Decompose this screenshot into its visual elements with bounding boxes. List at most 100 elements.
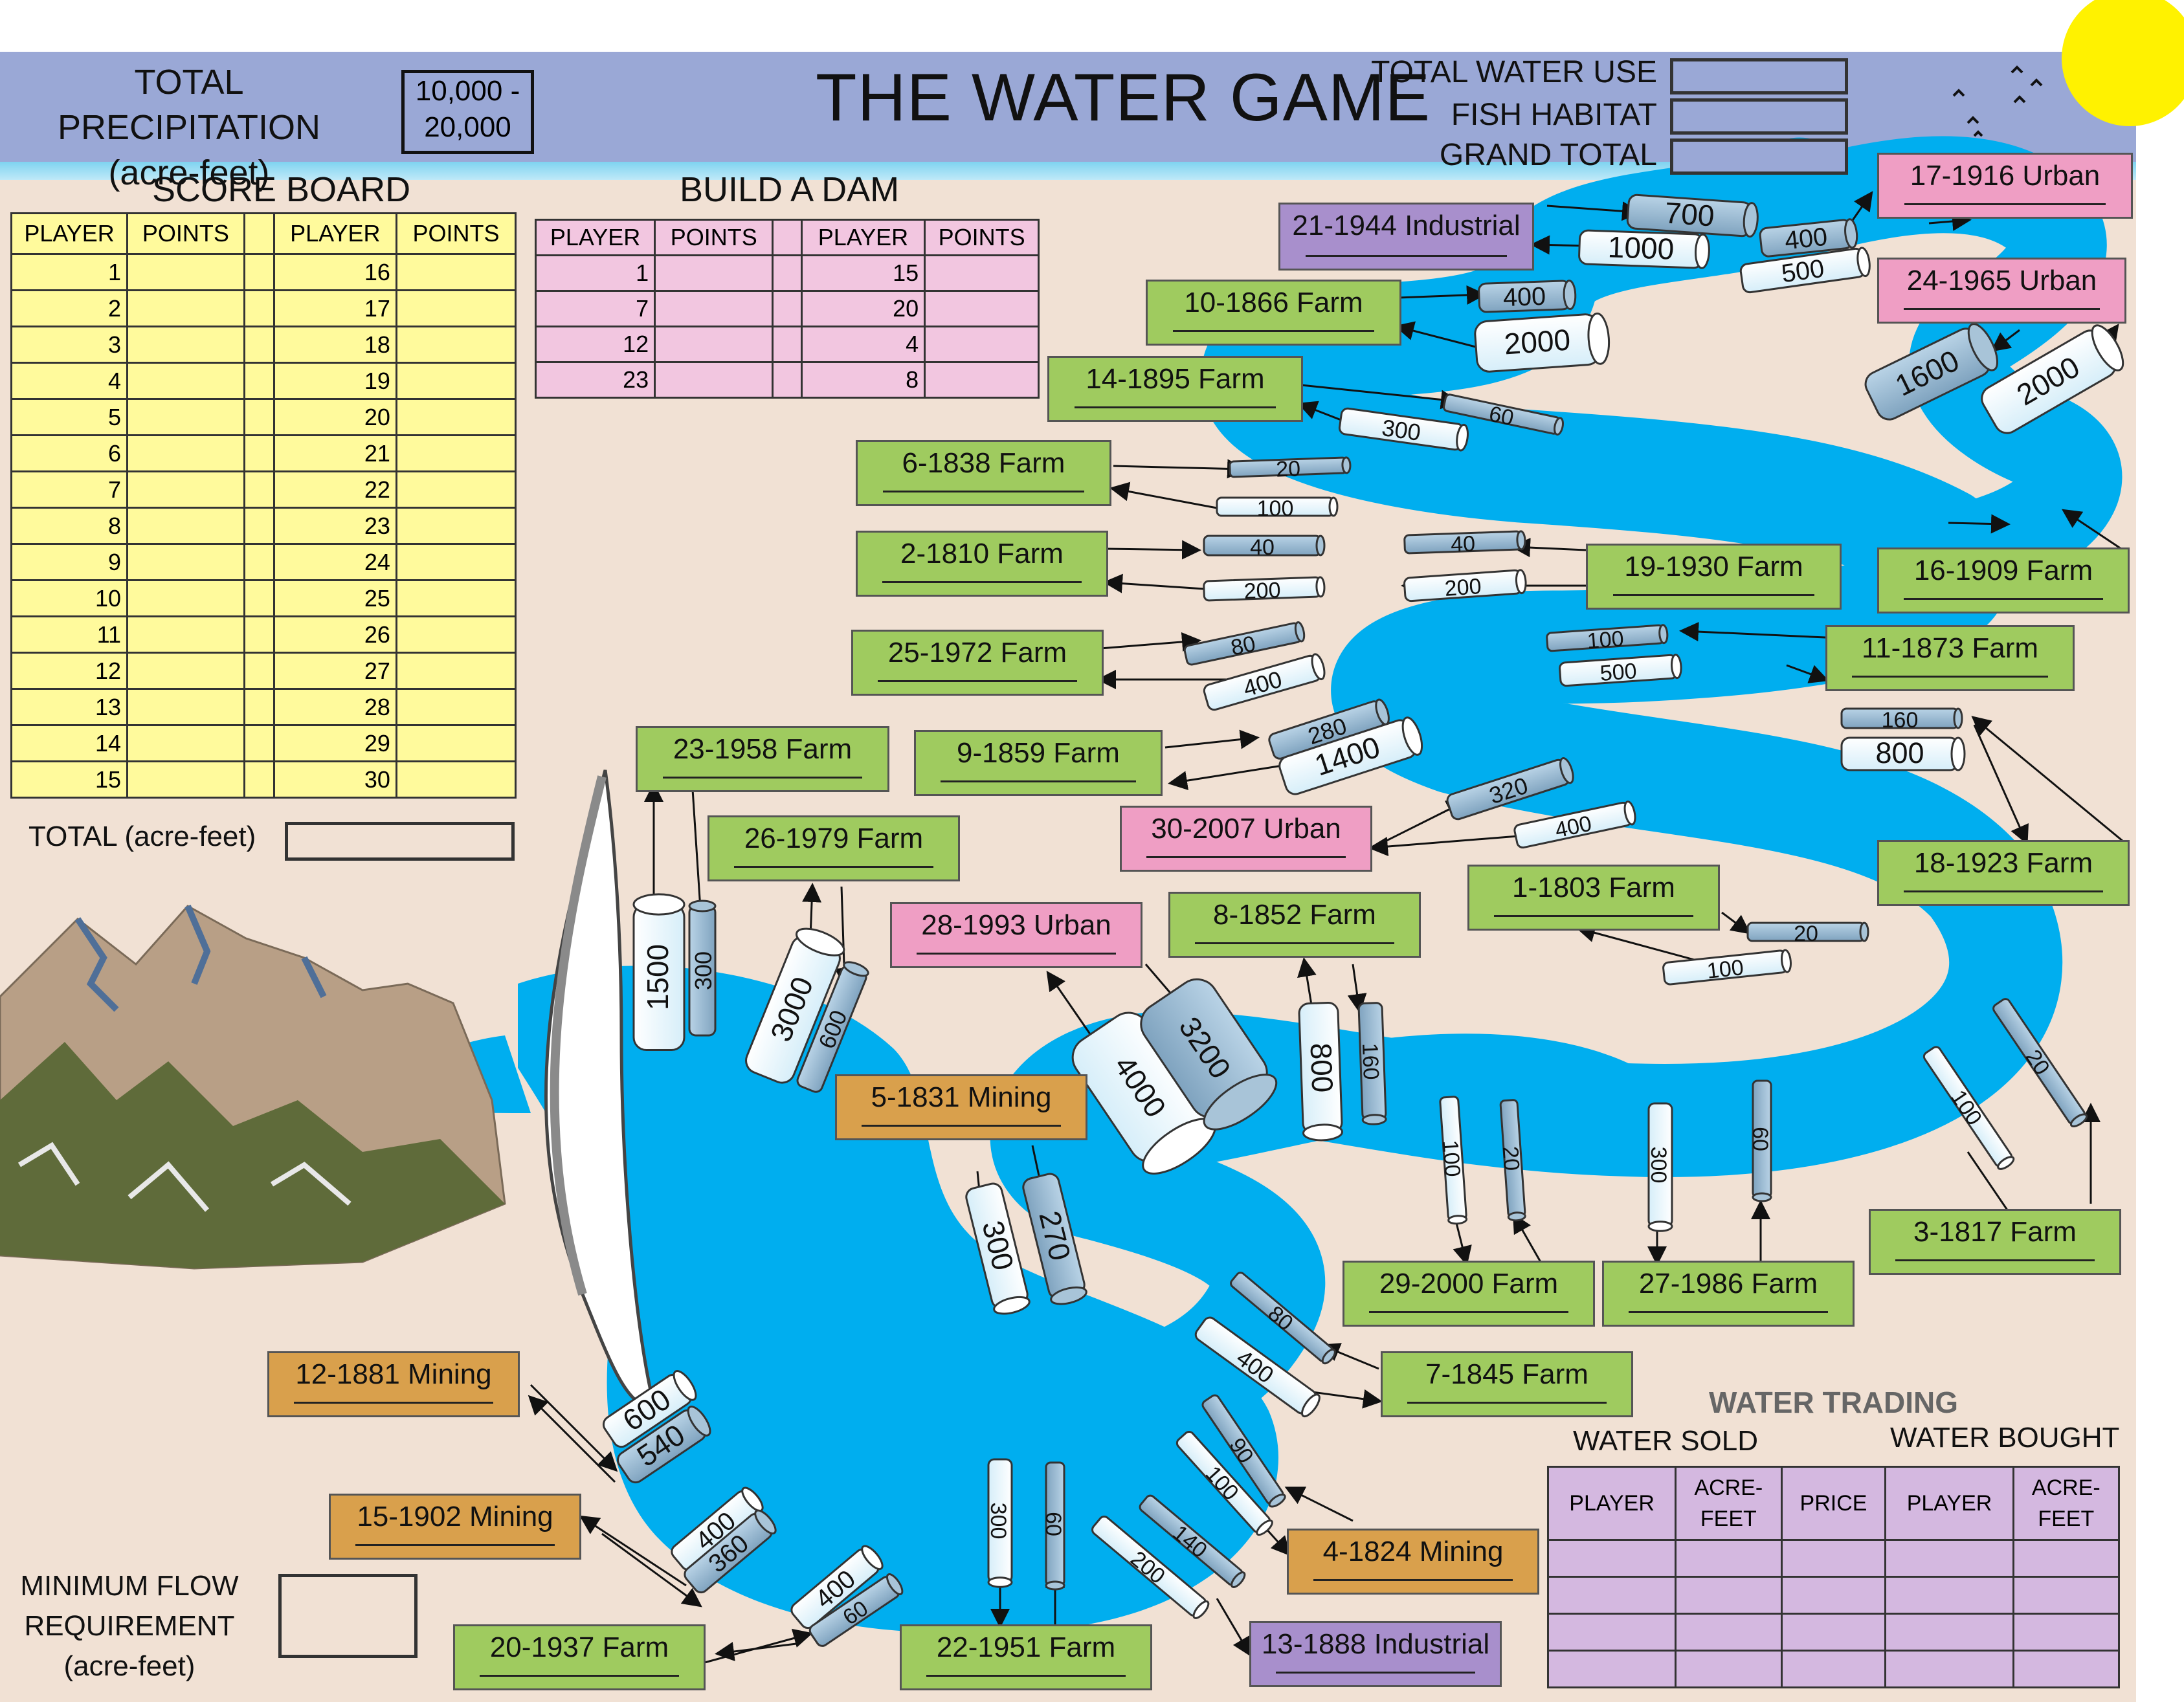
water-right-card[interactable]: 16-1909 Farm <box>1877 547 2130 613</box>
points-cell[interactable] <box>126 470 245 509</box>
points-cell[interactable] <box>126 543 245 581</box>
water-right-card[interactable]: 24-1965 Urban <box>1877 258 2126 324</box>
water-right-card[interactable]: 1-1803 Farm <box>1467 865 1720 931</box>
points-cell[interactable] <box>654 254 774 292</box>
trading-cell[interactable] <box>1675 1576 1783 1615</box>
trading-cell[interactable] <box>1546 1576 1677 1615</box>
points-cell[interactable] <box>924 361 1040 399</box>
trading-cell[interactable] <box>1675 1613 1783 1652</box>
points-cell[interactable] <box>395 362 517 400</box>
fish-habitat-box[interactable] <box>1670 98 1848 135</box>
water-right-card[interactable]: 17-1916 Urban <box>1877 153 2133 219</box>
points-cell[interactable] <box>924 290 1040 327</box>
total-water-use-box[interactable] <box>1670 58 1848 94</box>
points-cell[interactable] <box>395 724 517 762</box>
water-right-card[interactable]: 25-1972 Farm <box>851 630 1104 696</box>
points-cell[interactable] <box>395 543 517 581</box>
pipe-end <box>843 961 869 977</box>
points-cell[interactable] <box>395 470 517 509</box>
water-right-card[interactable]: 13-1888 Industrial <box>1249 1621 1502 1687</box>
trading-cell[interactable] <box>1780 1539 1887 1578</box>
trading-cell[interactable] <box>1884 1539 2014 1578</box>
points-cell[interactable] <box>395 507 517 545</box>
water-right-card[interactable]: 18-1923 Farm <box>1877 840 2130 906</box>
water-right-card[interactable]: 8-1852 Farm <box>1168 892 1421 958</box>
player-number: 8 <box>800 361 926 399</box>
points-cell[interactable] <box>395 253 517 291</box>
water-right-card[interactable]: 4-1824 Mining <box>1287 1529 1539 1595</box>
grand-total-box[interactable] <box>1670 138 1848 175</box>
pipe-end <box>1670 654 1682 680</box>
water-right-card[interactable]: 20-1937 Farm <box>453 1624 706 1690</box>
trading-cell[interactable] <box>1884 1576 2014 1615</box>
points-cell[interactable] <box>126 398 245 436</box>
water-right-card[interactable]: 12-1881 Mining <box>267 1351 520 1417</box>
water-right-card[interactable]: 6-1838 Farm <box>856 440 1111 506</box>
water-right-card[interactable]: 27-1986 Farm <box>1602 1261 1855 1327</box>
points-cell[interactable] <box>126 434 245 472</box>
min-flow-box[interactable] <box>278 1574 418 1658</box>
points-cell[interactable] <box>126 289 245 327</box>
trading-cell[interactable] <box>1546 1650 1677 1688</box>
points-cell[interactable] <box>126 253 245 291</box>
trading-cell[interactable] <box>1546 1539 1677 1578</box>
water-right-card[interactable]: 14-1895 Farm <box>1047 356 1303 422</box>
points-cell[interactable] <box>126 326 245 364</box>
points-cell[interactable] <box>126 507 245 545</box>
water-right-card[interactable]: 26-1979 Farm <box>708 815 960 881</box>
trading-cell[interactable] <box>2012 1576 2121 1615</box>
points-cell[interactable] <box>395 434 517 472</box>
points-cell[interactable] <box>924 254 1040 292</box>
scoreboard-total-box[interactable] <box>285 822 515 861</box>
trading-cell[interactable] <box>1780 1576 1887 1615</box>
points-cell[interactable] <box>126 688 245 726</box>
water-right-card[interactable]: 28-1993 Urban <box>890 902 1142 968</box>
points-cell[interactable] <box>395 326 517 364</box>
water-right-card[interactable]: 9-1859 Farm <box>914 730 1163 796</box>
trading-cell[interactable] <box>1675 1539 1783 1578</box>
points-cell[interactable] <box>395 652 517 690</box>
trading-cell[interactable] <box>1780 1613 1887 1652</box>
points-cell[interactable] <box>395 688 517 726</box>
water-right-card[interactable]: 22-1951 Farm <box>900 1624 1152 1690</box>
card-entry-line <box>1904 598 2103 600</box>
trading-cell[interactable] <box>1546 1613 1677 1652</box>
points-cell[interactable] <box>654 326 774 363</box>
trading-cell[interactable] <box>1884 1650 2014 1688</box>
points-cell[interactable] <box>126 724 245 762</box>
water-right-card[interactable]: 21-1944 Industrial <box>1278 203 1534 271</box>
pipe-amount: 100 <box>1706 955 1744 984</box>
points-cell[interactable] <box>654 290 774 327</box>
water-right-card[interactable]: 15-1902 Mining <box>329 1494 581 1560</box>
water-right-card[interactable]: 7-1845 Farm <box>1381 1351 1633 1417</box>
points-cell[interactable] <box>395 289 517 327</box>
points-cell[interactable] <box>395 398 517 436</box>
water-right-card[interactable]: 10-1866 Farm <box>1146 280 1401 346</box>
water-right-card[interactable]: 29-2000 Farm <box>1343 1261 1595 1327</box>
trading-cell[interactable] <box>1884 1613 2014 1652</box>
pipe-end <box>861 1545 884 1571</box>
trading-cell[interactable] <box>1675 1650 1783 1688</box>
water-right-card[interactable]: 30-2007 Urban <box>1120 806 1372 872</box>
trading-cell[interactable] <box>1780 1650 1887 1688</box>
points-cell[interactable] <box>654 361 774 399</box>
points-cell[interactable] <box>126 760 245 799</box>
water-right-card[interactable]: 23-1958 Farm <box>636 726 889 792</box>
water-right-card[interactable]: 2-1810 Farm <box>856 531 1108 597</box>
points-cell[interactable] <box>395 579 517 617</box>
points-cell[interactable] <box>126 362 245 400</box>
scoreboard-total-label: TOTAL (acre-feet) <box>28 821 256 852</box>
points-cell[interactable] <box>126 579 245 617</box>
water-right-card[interactable]: 3-1817 Farm <box>1869 1209 2121 1275</box>
points-cell[interactable] <box>924 326 1040 363</box>
water-right-card[interactable]: 11-1873 Farm <box>1825 625 2075 691</box>
trading-cell[interactable] <box>2012 1539 2121 1578</box>
points-cell[interactable] <box>395 760 517 799</box>
points-cell[interactable] <box>126 652 245 690</box>
points-cell[interactable] <box>395 615 517 654</box>
water-right-card[interactable]: 5-1831 Mining <box>835 1074 1087 1140</box>
trading-cell[interactable] <box>2012 1650 2121 1688</box>
points-cell[interactable] <box>126 615 245 654</box>
trading-cell[interactable] <box>2012 1613 2121 1652</box>
water-right-card[interactable]: 19-1930 Farm <box>1586 544 1842 610</box>
